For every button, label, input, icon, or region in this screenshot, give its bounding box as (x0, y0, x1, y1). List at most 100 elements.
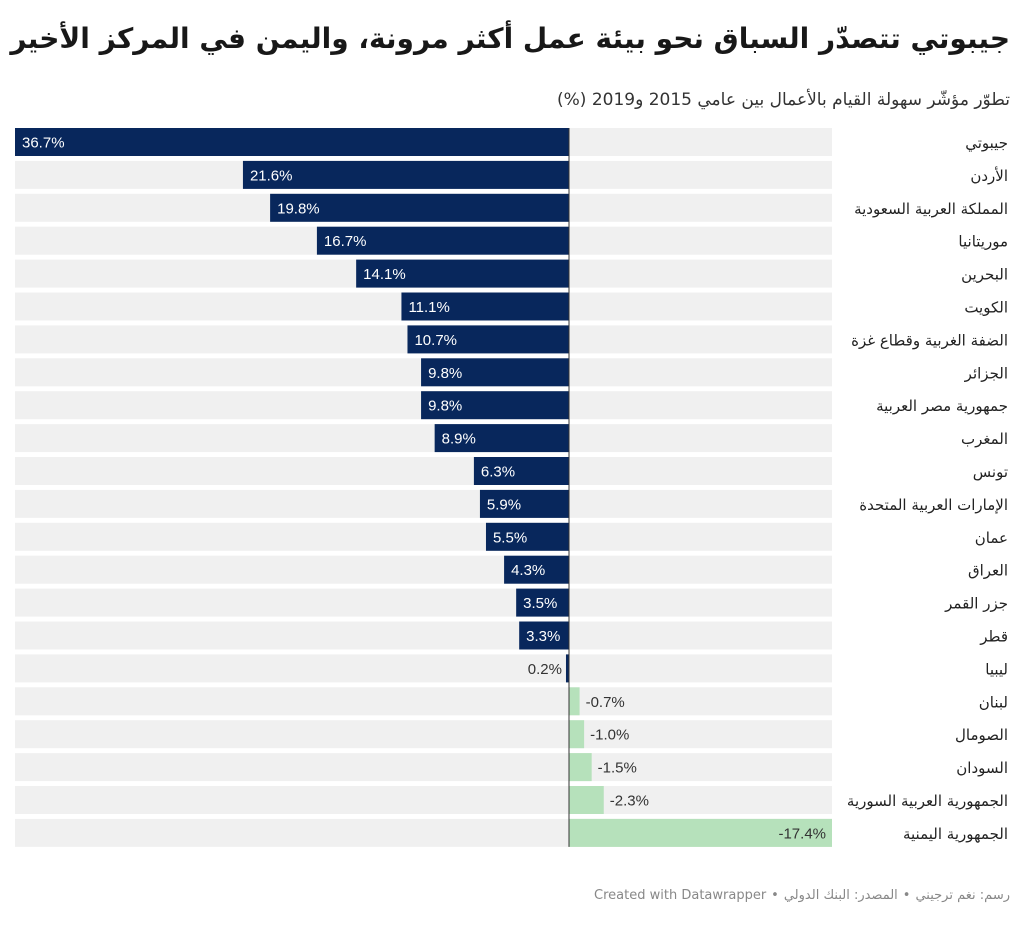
bar (516, 588, 569, 617)
bar (316, 226, 569, 255)
category-label: ليبيا (985, 660, 1008, 678)
footer-separator: • (902, 888, 911, 903)
category-label: الجزائر (964, 364, 1008, 382)
bar-track (15, 555, 832, 584)
category-label: جمهورية مصر العربية (876, 397, 1008, 415)
bar-row: -1.0% الصومال (15, 720, 1008, 749)
category-label: الجمهورية اليمنية (903, 825, 1008, 843)
source-text: المصدر: البنك الدولي (783, 888, 898, 903)
bar-track (15, 457, 832, 485)
bar-row: -1.5% السودان (15, 753, 1008, 782)
bar (569, 786, 604, 814)
bar-track (15, 753, 832, 782)
bar (242, 160, 569, 189)
bar-row: 21.6% الأردن (15, 160, 1008, 189)
bar-track (15, 786, 832, 814)
bar-row: 14.1% البحرين (15, 259, 1008, 288)
bar-row: 16.7% موريتانيا (15, 226, 1008, 255)
category-label: جزر القمر (944, 595, 1008, 613)
value-label: 0.2% (528, 661, 562, 678)
bar-track (15, 720, 832, 749)
bar-track (15, 424, 832, 453)
bar-track (15, 687, 832, 716)
bar (421, 358, 569, 387)
category-label: الجمهورية العربية السورية (847, 792, 1008, 810)
value-label: 8.9% (442, 431, 476, 448)
bar-row: 0.2% ليبيا (15, 654, 1008, 683)
bar-row: 10.7% الضفة الغربية وقطاع غزة (15, 325, 1008, 354)
value-label: 21.6% (250, 167, 293, 184)
bar (434, 424, 569, 453)
bar (473, 457, 569, 485)
category-label: البحرين (961, 266, 1008, 284)
bar-track (15, 621, 832, 650)
value-label: -2.3% (610, 793, 649, 810)
category-label: الكويت (964, 299, 1008, 317)
value-label: 5.5% (493, 529, 527, 546)
value-label: 4.3% (511, 562, 545, 579)
category-label: الأردن (970, 166, 1008, 185)
value-label: 10.7% (414, 332, 457, 349)
bar-row: 11.1% الكويت (15, 292, 1008, 321)
bar-row: 9.8% الجزائر (15, 358, 1008, 387)
bar-row: 8.9% المغرب (15, 424, 1008, 453)
bar (407, 325, 569, 354)
category-label: لبنان (979, 693, 1008, 711)
value-label: 9.8% (428, 398, 462, 415)
footer-separator: • (771, 888, 779, 903)
category-label: جيبوتي (965, 134, 1008, 153)
bar-row: 5.5% عمان (15, 522, 1008, 551)
value-label: -0.7% (586, 694, 625, 711)
value-label: 16.7% (324, 233, 367, 250)
bar-row: -2.3% الجمهورية العربية السورية (15, 786, 1008, 814)
value-label: 11.1% (408, 299, 449, 316)
bar-track (15, 489, 832, 518)
category-label: العراق (968, 562, 1008, 580)
bar (270, 193, 569, 222)
bar (569, 753, 592, 782)
bar-row: 3.5% جزر القمر (15, 588, 1008, 617)
category-label: المملكة العربية السعودية (854, 200, 1008, 218)
bar (565, 654, 569, 683)
value-label: 3.3% (526, 628, 560, 645)
datawrapper-credit-link[interactable]: Created with Datawrapper (594, 888, 767, 903)
value-label: 36.7% (22, 135, 65, 152)
bar (569, 720, 585, 749)
bar-row: 5.9% الإمارات العربية المتحدة (15, 489, 1008, 518)
category-label: الضفة الغربية وقطاع غزة (851, 331, 1008, 349)
bar-row: 4.3% العراق (15, 555, 1008, 584)
bar-row: 19.8% المملكة العربية السعودية (15, 193, 1008, 222)
bar (356, 259, 569, 288)
category-label: قطر (979, 628, 1008, 646)
bar (401, 292, 569, 321)
bar (485, 522, 569, 551)
value-label: -17.4% (778, 825, 826, 842)
value-label: 5.9% (487, 496, 521, 513)
value-label: 6.3% (481, 464, 515, 481)
value-label: -1.0% (590, 727, 629, 744)
bar (569, 687, 580, 716)
value-label: 9.8% (428, 365, 462, 382)
bar-row: 6.3% تونس (15, 457, 1008, 485)
bar (569, 818, 832, 847)
bar (15, 128, 569, 156)
category-label: الصومال (955, 726, 1008, 744)
bar-row: -17.4% الجمهورية اليمنية (15, 818, 1008, 847)
bar (479, 489, 569, 518)
value-label: -1.5% (598, 760, 637, 777)
bar-chart: 36.7% جيبوتي 21.6% الأردن 19.8% المملكة العرب… (15, 128, 1008, 847)
category-label: السودان (956, 759, 1008, 777)
bar-row: 9.8% جمهورية مصر العربية (15, 391, 1008, 420)
value-label: 14.1% (363, 266, 406, 283)
category-label: تونس (973, 463, 1008, 481)
bar-track (15, 522, 832, 551)
bar (504, 555, 569, 584)
chart-subtitle: تطوّر مؤشّر سهولة القيام بالأعمال بين عا… (557, 90, 1010, 110)
bar-track (15, 654, 832, 683)
category-label: المغرب (961, 430, 1008, 448)
bar-row: 36.7% جيبوتي (15, 128, 1008, 156)
category-label: عمان (975, 529, 1008, 547)
value-label: 19.8% (277, 200, 320, 217)
chart-footer: رسم: نغم ترجيني • المصدر: البنك الدولي • Cre… (14, 888, 1010, 903)
credit-text: رسم: نغم ترجيني (915, 888, 1010, 903)
